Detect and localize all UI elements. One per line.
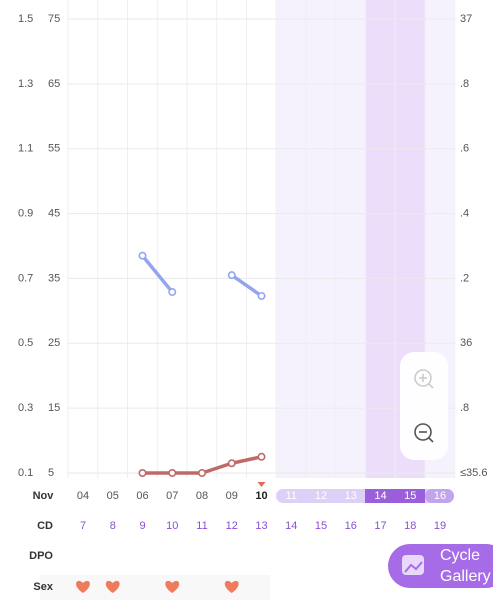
button-text[interactable]: Gallery — [440, 568, 491, 585]
sex-label: Sex — [33, 581, 53, 593]
series-point — [138, 468, 147, 477]
cd-value: 12 — [226, 520, 238, 532]
date-label: 15 — [404, 490, 416, 502]
cd-value: 17 — [374, 520, 386, 532]
tick-label: 0.1 — [18, 467, 33, 479]
date-label: 09 — [226, 490, 238, 502]
series-point — [168, 288, 177, 297]
month-label: Nov — [33, 490, 55, 502]
dpo-label: DPO — [29, 550, 53, 562]
zoom-panel — [400, 352, 448, 460]
tick-label: .2 — [460, 272, 469, 284]
date-label: 14 — [374, 490, 386, 502]
fertile-pill — [365, 489, 425, 503]
date-label: 05 — [107, 490, 119, 502]
date-label: 13 — [345, 490, 357, 502]
fertile-pill-start — [365, 489, 377, 503]
series-point — [168, 468, 177, 477]
tick-label: 25 — [48, 337, 60, 349]
tick-label: 55 — [48, 143, 60, 155]
series-point — [138, 251, 147, 260]
cd-value: 9 — [139, 520, 145, 532]
fertile-pill-end — [425, 489, 454, 503]
date-label: 06 — [136, 490, 148, 502]
date-label: 07 — [166, 490, 178, 502]
series-point — [227, 271, 236, 280]
tick-label: 1.3 — [18, 78, 33, 90]
tick-label: 36 — [460, 337, 472, 349]
tick-label: .8 — [460, 402, 469, 414]
date-label: 08 — [196, 490, 208, 502]
tick-label: .8 — [460, 78, 469, 90]
sex-heart — [76, 580, 90, 593]
tick-label: 0.3 — [18, 402, 33, 414]
cd-value: 15 — [315, 520, 327, 532]
series-point — [257, 452, 266, 461]
tick-label: ≤35.6 — [460, 467, 487, 479]
tick-label: 5 — [48, 467, 54, 479]
date-label: 04 — [77, 490, 89, 502]
today-marker — [257, 482, 266, 487]
cd-value: 8 — [110, 520, 116, 532]
cd-value: 7 — [80, 520, 86, 532]
tick-label: .6 — [460, 143, 469, 155]
series-line — [141, 254, 263, 298]
tick-label: 0.7 — [18, 272, 33, 284]
zoom-in[interactable] — [414, 369, 434, 389]
date-label: 12 — [315, 490, 327, 502]
tick-label: 1.5 — [18, 13, 33, 25]
tick-label: 65 — [48, 78, 60, 90]
cycle-gallery-button[interactable]: Cycle Gallery — [388, 544, 493, 588]
sex-heart — [165, 580, 180, 593]
cd-value: 10 — [166, 520, 178, 532]
date-label: 16 — [434, 490, 446, 502]
cd-value: 11 — [196, 520, 207, 532]
zoom-out[interactable] — [414, 423, 434, 443]
cd-value: 19 — [434, 520, 446, 532]
tick-label: 0.9 — [18, 207, 33, 219]
cd-value: 13 — [255, 520, 267, 532]
tick-label: 35 — [48, 272, 60, 284]
series-point — [257, 291, 266, 300]
button-text[interactable]: Cycle — [440, 547, 480, 564]
date-label: 10 — [255, 490, 267, 502]
tick-label: 37 — [460, 13, 472, 25]
tick-label: 0.5 — [18, 337, 33, 349]
cd-value: 14 — [285, 520, 297, 532]
tick-label: .4 — [460, 207, 469, 219]
tick-label: 75 — [48, 13, 60, 25]
tick-label: 15 — [48, 402, 60, 414]
tick-label: 1.1 — [18, 143, 33, 155]
series-point — [227, 459, 236, 468]
date-label: 11 — [286, 490, 297, 502]
cd-value: 18 — [404, 520, 416, 532]
tick-label: 45 — [48, 207, 60, 219]
sex-heart — [105, 580, 120, 593]
cd-value: 16 — [345, 520, 357, 532]
cd-label: CD — [37, 520, 53, 532]
sex-heart — [224, 580, 239, 593]
series-point — [198, 468, 207, 477]
